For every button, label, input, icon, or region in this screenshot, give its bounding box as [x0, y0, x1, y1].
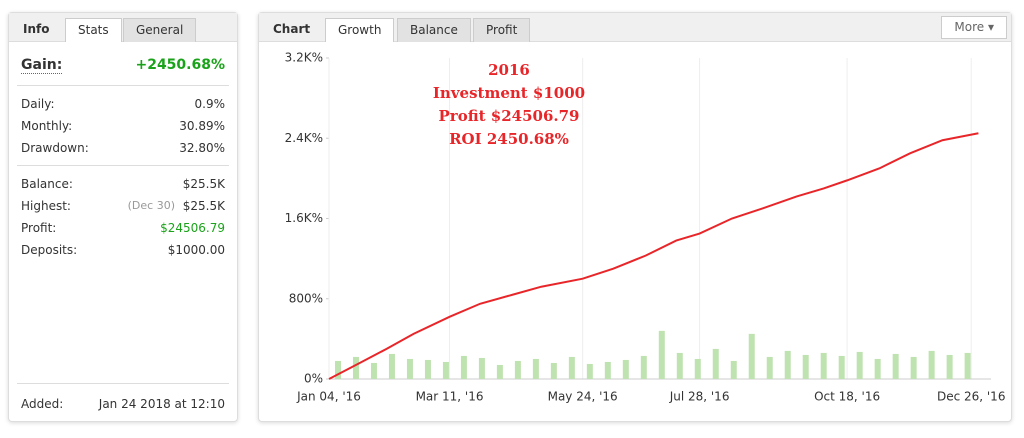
bar — [676, 352, 683, 379]
stat-row: Balance: $25.5K — [21, 177, 225, 191]
bar — [640, 355, 647, 379]
x-tick-label: May 24, '16 — [548, 390, 618, 404]
chart: 0% 800% 1.6K% 2.4K% 3.2K% Jan 04, '16 Mar 11, … — [285, 51, 1006, 404]
tab[interactable]: Growth — [325, 18, 395, 42]
x-tick-label: Oct 18, '16 — [814, 390, 880, 404]
bar — [820, 352, 827, 379]
bar — [568, 356, 575, 379]
label: Balance: — [21, 177, 73, 191]
x-tick-label: Jul 28, '16 — [669, 390, 730, 404]
stat-row: Daily: 0.9% — [21, 97, 225, 111]
bar — [496, 364, 503, 379]
value: 30.89% — [179, 119, 225, 133]
y-tick-label: 3.2K% — [285, 51, 323, 65]
value: 32.80% — [179, 141, 225, 155]
bar — [892, 353, 899, 379]
annotation: 2016 — [488, 61, 530, 79]
bar — [424, 359, 431, 379]
tab[interactable]: Info — [23, 22, 50, 36]
bar — [460, 355, 467, 379]
info-panel: Info Stats General Gain: +2450.68% Daily:… — [8, 12, 238, 422]
bar — [748, 333, 755, 379]
value: $25.5K — [182, 177, 225, 191]
annotation: Profit $24506.79 — [439, 107, 580, 125]
gain-row: Gain: +2450.68% — [21, 57, 225, 74]
bar — [532, 358, 539, 379]
bar — [928, 350, 935, 379]
bar — [352, 356, 359, 379]
value: Jan 24 2018 at 12:10 — [98, 397, 225, 411]
added-row: Added: Jan 24 2018 at 12:10 — [21, 397, 225, 411]
bar — [784, 350, 791, 379]
separator — [17, 165, 229, 166]
value: $24506.79 — [160, 221, 225, 235]
bar — [730, 360, 737, 379]
bar — [910, 356, 917, 379]
bar — [388, 353, 395, 379]
y-tick-label: 0% — [304, 372, 323, 386]
date: (Dec 30) — [127, 199, 175, 212]
value: +2450.68% — [135, 57, 225, 73]
bar — [658, 330, 665, 379]
separator — [17, 85, 229, 86]
bar — [442, 361, 449, 379]
tab[interactable]: Balance — [397, 18, 471, 42]
tab[interactable]: Chart — [273, 22, 311, 36]
label: Deposits: — [21, 243, 78, 257]
annotation: ROI 2450.68% — [449, 130, 569, 148]
x-tick-label: Jan 04, '16 — [296, 390, 361, 404]
bar — [406, 358, 413, 379]
label: Drawdown: — [21, 141, 89, 155]
label: Gain: — [21, 57, 63, 74]
x-tick-label: Mar 11, '16 — [416, 390, 484, 404]
bar — [856, 351, 863, 379]
value: $25.5K — [182, 199, 225, 213]
bar — [874, 358, 881, 379]
bar — [946, 354, 953, 379]
chart-panel: Chart Growth Balance Profit More ▾ 0% 800… — [258, 12, 1012, 422]
bar — [622, 359, 629, 379]
stat-row: Monthly: 30.89% — [21, 119, 225, 133]
growth-line — [328, 132, 979, 380]
bar — [694, 358, 701, 379]
y-tick-label: 2.4K% — [285, 131, 323, 145]
value: $1000.00 — [167, 243, 225, 257]
bar — [802, 354, 809, 379]
bar — [964, 352, 971, 379]
label: Added: — [21, 397, 64, 411]
stat-row: Deposits: $1000.00 — [21, 243, 225, 257]
more-button[interactable]: More ▾ — [941, 16, 1007, 39]
tab[interactable]: Profit — [473, 18, 531, 42]
x-tick-label: Dec 26, '16 — [937, 390, 1006, 404]
bar — [586, 363, 593, 379]
info-tabs: Info Stats General — [9, 13, 237, 42]
tab[interactable]: Stats — [65, 18, 122, 42]
bar — [604, 361, 611, 379]
label: Monthly: — [21, 119, 73, 133]
tab[interactable]: General — [123, 18, 197, 42]
bar — [550, 362, 557, 379]
y-tick-label: 1.6K% — [285, 211, 323, 225]
stat-row: Highest: (Dec 30) $25.5K — [21, 199, 225, 213]
bar — [838, 355, 845, 379]
annotation: Investment $1000 — [433, 84, 585, 102]
label[interactable]: More — [954, 20, 985, 34]
bar — [766, 356, 773, 379]
stat-row: Drawdown: 32.80% — [21, 141, 225, 155]
stat-row: Profit: $24506.79 — [21, 221, 225, 235]
bar — [712, 348, 719, 379]
bar — [514, 360, 521, 379]
bar — [334, 360, 341, 379]
label: Daily: — [21, 97, 55, 111]
bar — [478, 357, 485, 379]
chart-tabs: Chart Growth Balance Profit More ▾ — [259, 13, 1011, 42]
y-tick-label: 800% — [289, 291, 323, 305]
label: Highest: — [21, 199, 71, 213]
bar — [370, 362, 377, 379]
value: 0.9% — [194, 97, 226, 111]
label: Profit: — [21, 221, 57, 235]
separator — [17, 383, 229, 384]
